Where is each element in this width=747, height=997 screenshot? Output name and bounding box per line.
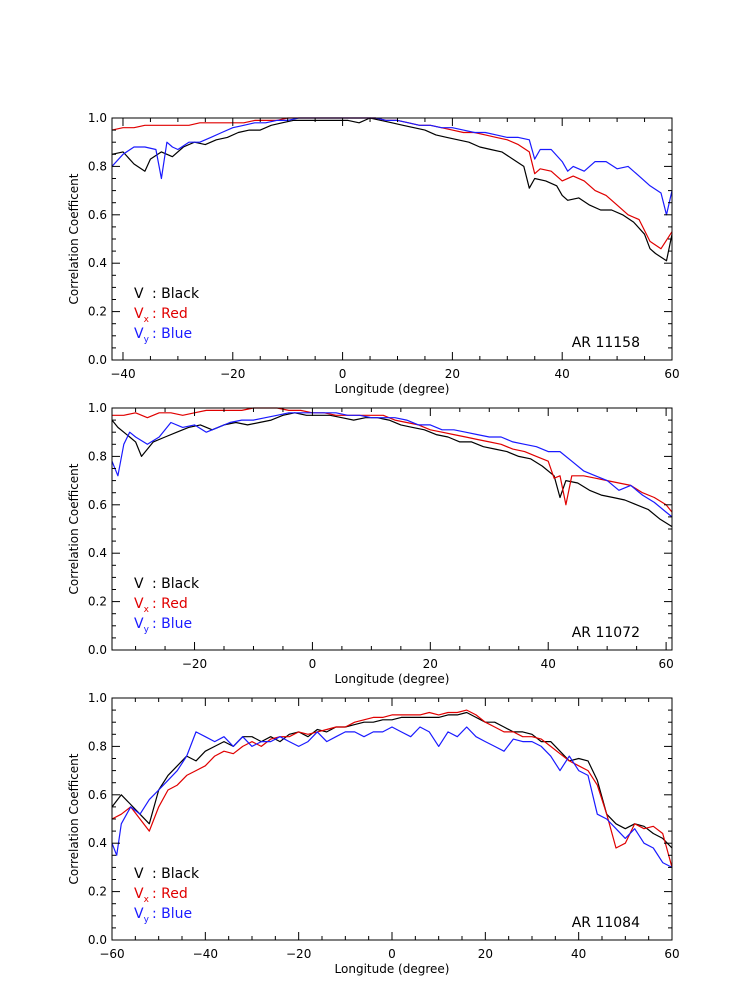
series-line-2	[112, 710, 672, 867]
legend-entry: V: Black	[134, 286, 200, 302]
ar-annotation: AR 11072	[572, 625, 640, 641]
x-tick-label: −60	[99, 947, 124, 961]
y-tick-label: 0.2	[88, 885, 107, 899]
x-tick-label: 20	[478, 947, 493, 961]
series-line-1	[112, 413, 672, 527]
x-tick-label: −40	[193, 947, 218, 961]
legend-entry: V: Black	[134, 866, 200, 882]
x-tick-label: −20	[220, 367, 245, 381]
ar-annotation: AR 11158	[572, 335, 640, 351]
x-tick-label: 60	[664, 367, 679, 381]
y-tick-label: 0.6	[88, 208, 107, 222]
legend-entry: Vx: Red	[134, 596, 188, 615]
chart-panel-3: −60 −40 −20 0 20 40 60 0.0 0.2 0.4 0.6 0.8 1.0 Longit…	[67, 691, 680, 976]
plot-frame	[112, 118, 672, 360]
legend-entry: Vx: Red	[134, 306, 188, 325]
x-tick-label: −40	[110, 367, 135, 381]
x-tick-label: −20	[286, 947, 311, 961]
plot-frame	[112, 698, 672, 940]
chart-panel-2: −20 0 20 40 60 0.0 0.2 0.4 0.6 0.8 1.0 Longitude (d…	[67, 401, 674, 686]
y-tick-label: 0.8	[88, 739, 107, 753]
chart-panel-1: −40 −20 0 20 40 60 0.0 0.2 0.4 0.6 0.8 1.0 Longitude…	[67, 111, 680, 396]
x-tick-label: 0	[339, 367, 347, 381]
x-tick-label: 20	[423, 657, 438, 671]
y-tick-label: 0.4	[88, 546, 107, 560]
x-tick-label: 40	[571, 947, 586, 961]
legend-entry: V: Black	[134, 576, 200, 592]
legend-entry: Vy: Blue	[134, 906, 192, 925]
legend-entry: Vy: Blue	[134, 616, 192, 635]
x-tick-label: 40	[555, 367, 570, 381]
y-tick-label: 0.4	[88, 256, 107, 270]
x-axis-label: Longitude (degree)	[335, 962, 450, 976]
series-line-2	[112, 118, 672, 249]
y-tick-label: 0.6	[88, 498, 107, 512]
y-tick-label: 0.8	[88, 159, 107, 173]
x-tick-label: 20	[445, 367, 460, 381]
x-tick-label: −20	[182, 657, 207, 671]
y-tick-label: 1.0	[88, 111, 107, 125]
y-tick-label: 1.0	[88, 691, 107, 705]
y-tick-label: 0.2	[88, 305, 107, 319]
x-tick-label: 60	[664, 947, 679, 961]
y-tick-label: 0.0	[88, 933, 107, 947]
legend-entry: Vy: Blue	[134, 326, 192, 345]
y-axis-label: Correlation Coefficent	[67, 463, 81, 594]
y-tick-label: 0.8	[88, 449, 107, 463]
y-tick-label: 1.0	[88, 401, 107, 415]
y-tick-label: 0.0	[88, 353, 107, 367]
x-tick-label: 60	[658, 657, 673, 671]
y-tick-label: 0.4	[88, 836, 107, 850]
y-axis-label: Correlation Coefficent	[67, 173, 81, 304]
ar-annotation: AR 11084	[572, 915, 640, 931]
legend-entry: Vx: Red	[134, 886, 188, 905]
x-tick-label: 40	[541, 657, 556, 671]
plot-frame	[112, 408, 672, 650]
x-axis-label: Longitude (degree)	[335, 672, 450, 686]
series-line-3	[112, 118, 672, 215]
y-axis-label: Correlation Coefficent	[67, 753, 81, 884]
x-tick-label: 0	[309, 657, 317, 671]
y-tick-label: 0.2	[88, 595, 107, 609]
series-line-3	[112, 727, 672, 867]
x-axis-label: Longitude (degree)	[335, 382, 450, 396]
series-line-3	[112, 413, 672, 517]
y-tick-label: 0.0	[88, 643, 107, 657]
series-line-2	[112, 408, 672, 512]
y-tick-label: 0.6	[88, 788, 107, 802]
series-line-1	[112, 118, 672, 261]
x-tick-label: 0	[388, 947, 396, 961]
